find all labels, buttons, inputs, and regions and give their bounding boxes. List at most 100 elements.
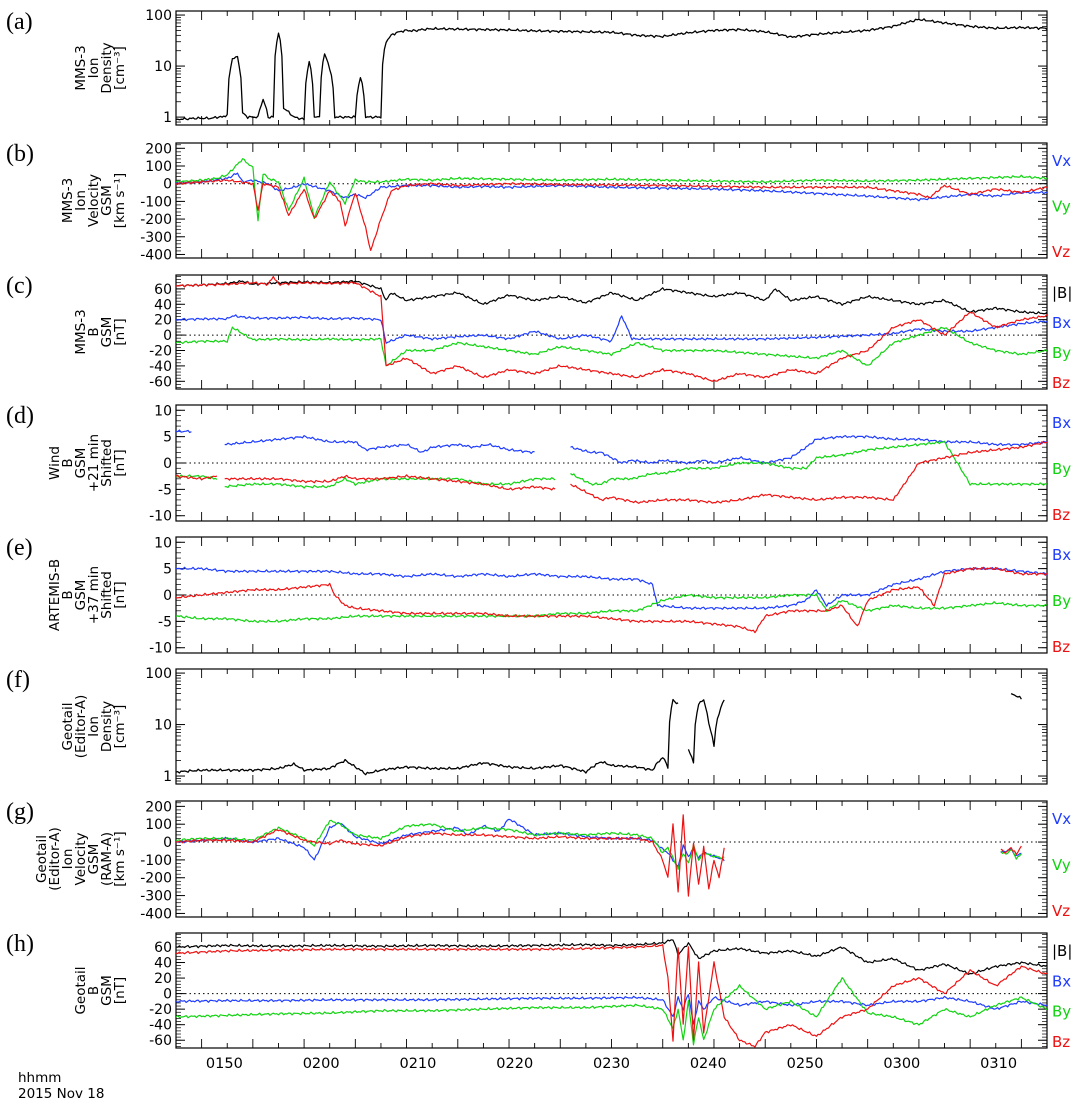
series-line-Bx [176, 429, 1047, 465]
y-axis-label-line: Geotail [60, 702, 76, 750]
y-tick-label: -60 [149, 1033, 172, 1049]
series-line-Bz [176, 944, 1047, 1048]
y-tick-label: 200 [145, 141, 172, 157]
y-tick-label: 0 [163, 328, 172, 344]
series-line-Vy [176, 819, 1022, 870]
legend-By: By [1052, 592, 1071, 610]
series-group [176, 566, 1047, 634]
y-axis-label-line: Velocity [86, 174, 102, 227]
y-axis-label-line: GSM [86, 844, 102, 875]
y-tick-label: 60 [154, 282, 172, 298]
y-tick-label: -60 [149, 374, 172, 390]
y-axis-label-line: GSM [99, 317, 115, 348]
y-axis-label-line: [km s⁻¹] [112, 173, 128, 228]
y-tick-label: -400 [140, 247, 172, 263]
y-tick-label: 20 [154, 971, 172, 987]
legend-Bx: Bx [1052, 972, 1071, 990]
y-tick-label: -40 [149, 359, 172, 375]
legend-Vz: Vz [1052, 243, 1070, 261]
panel-letter: (h) [6, 931, 34, 957]
series-group [176, 693, 1022, 776]
y-tick-label: 60 [154, 940, 172, 956]
panel-letter: (g) [6, 799, 34, 825]
y-axis-label-line: Geotail [34, 835, 50, 883]
y-axis-label-line: Ion [86, 58, 102, 79]
series-line-Bz [176, 275, 1047, 382]
y-axis-label-line: B [86, 327, 102, 336]
x-tick-label: 0250 [787, 1056, 824, 1072]
y-axis-label-line: GSM [73, 580, 89, 611]
series-line-Vx [176, 172, 1047, 202]
x-tick-label: 0210 [399, 1056, 436, 1072]
legend-By: By [1052, 1003, 1071, 1021]
legend-Bx: Bx [1052, 414, 1071, 432]
y-axis-label-line: MMS-3 [60, 178, 76, 223]
series-line-Bx [176, 994, 1047, 1025]
y-tick-label: -20 [149, 1002, 172, 1018]
series-group [176, 814, 1022, 897]
y-tick-label: -20 [149, 343, 172, 359]
series-line-Bz [176, 441, 1047, 504]
y-tick-label: 40 [154, 297, 172, 313]
legend-Vx: Vx [1052, 152, 1071, 170]
y-axis-label-line: Density [99, 42, 115, 93]
y-axis-label-line: [cm⁻³] [112, 46, 128, 90]
legend-Vy: Vy [1052, 198, 1071, 216]
y-tick-label: 10 [154, 403, 172, 419]
plot-frame [175, 142, 1048, 259]
x-tick-label: 0300 [883, 1056, 920, 1072]
y-tick-label: 100 [145, 817, 172, 833]
y-axis-label-line: [nT] [112, 449, 128, 476]
legend-Bz: Bz [1052, 1033, 1070, 1051]
panel-letter: (a) [6, 9, 33, 35]
y-axis-label-line: Geotail [73, 966, 89, 1014]
series-line-Vz [176, 178, 1047, 251]
y-axis-label-line: [nT] [112, 977, 128, 1004]
y-tick-label: -200 [140, 871, 172, 887]
y-axis-label-line: +21 min [86, 434, 102, 492]
series-line-density [176, 693, 1022, 776]
series-line-Vz [176, 814, 1022, 897]
y-axis-label-line: Wind [47, 446, 63, 480]
series-line-density [176, 18, 1047, 121]
y-tick-label: 5 [163, 430, 172, 446]
y-tick-label: 100 [145, 8, 172, 24]
x-tick-label: 0310 [980, 1056, 1017, 1072]
series-line-Bx [176, 566, 1047, 611]
x-tick-label: 0200 [303, 1056, 340, 1072]
y-axis-label-line: ARTEMIS-B [47, 559, 63, 631]
y-tick-label: 1 [163, 769, 172, 785]
y-tick-label: -5 [158, 614, 172, 630]
y-tick-label: 40 [154, 956, 172, 972]
y-axis-label-line: Ion [60, 849, 76, 870]
y-tick-label: -40 [149, 1018, 172, 1034]
plot-frame [175, 668, 1048, 785]
series-line-Vy [176, 158, 1047, 222]
y-axis-label-line: Ion [86, 716, 102, 737]
series-line-Bx [176, 314, 1047, 344]
y-tick-label: 10 [154, 59, 172, 75]
y-axis-label-line: B [60, 458, 76, 467]
y-tick-label: 0 [163, 177, 172, 193]
plot-frame [175, 10, 1048, 126]
y-tick-label: -400 [140, 906, 172, 922]
legend-Bz: Bz [1052, 506, 1070, 524]
legend-Vz: Vz [1052, 902, 1070, 920]
panel-letter: (e) [6, 535, 33, 561]
y-axis-label-line: Shifted [99, 571, 115, 619]
legend-Bz: Bz [1052, 374, 1070, 392]
legend-Bz: Bz [1052, 638, 1070, 656]
y-axis-label-line: (Editor-A) [73, 695, 89, 758]
y-tick-label: -10 [149, 509, 172, 525]
series-group [176, 275, 1047, 382]
series-line-By [176, 326, 1047, 367]
y-tick-label: 10 [154, 718, 172, 734]
y-tick-label: -5 [158, 482, 172, 498]
legend-Bx: Bx [1052, 546, 1071, 564]
y-tick-label: 100 [145, 666, 172, 682]
legend-Bmag: |B| [1052, 284, 1072, 302]
y-tick-label: 0 [163, 835, 172, 851]
